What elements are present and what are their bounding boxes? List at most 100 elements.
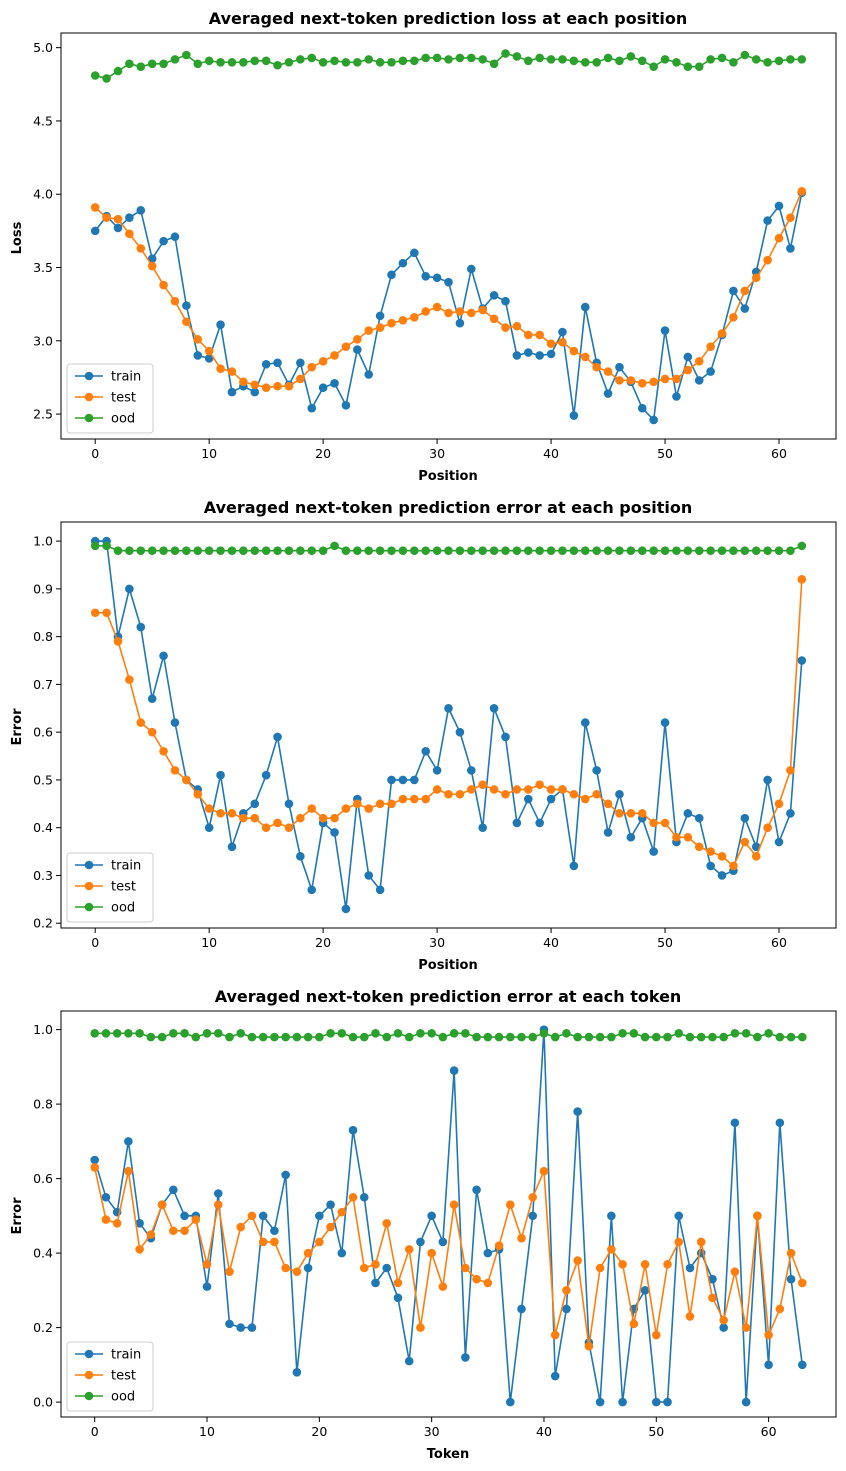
data-point-train <box>125 213 134 222</box>
data-point-ood <box>523 56 533 66</box>
y-tick-label: 0.4 <box>33 820 53 835</box>
data-point-test <box>546 785 556 794</box>
data-point-ood <box>694 62 704 72</box>
data-point-ood <box>296 55 305 64</box>
data-point-train <box>535 351 544 360</box>
data-point-test <box>580 794 590 804</box>
data-point-ood <box>603 546 613 555</box>
data-point-test <box>607 1245 616 1254</box>
data-point-ood <box>202 1029 212 1038</box>
data-point-ood <box>660 55 670 64</box>
data-point-test <box>193 789 203 799</box>
data-point-ood <box>740 546 750 555</box>
data-point-test <box>729 313 738 322</box>
data-point-ood <box>416 1029 425 1038</box>
data-point-train <box>764 1360 773 1370</box>
data-point-train <box>147 694 157 704</box>
data-point-test <box>375 799 385 809</box>
data-point-test <box>292 1267 302 1277</box>
data-point-ood <box>170 546 180 555</box>
data-point-train <box>546 794 556 804</box>
data-point-ood <box>615 546 624 555</box>
data-point-test <box>528 1192 538 1202</box>
data-point-ood <box>135 1029 144 1038</box>
data-point-test <box>751 852 761 861</box>
x-tick-label: 60 <box>771 446 787 461</box>
data-point-test <box>501 323 510 332</box>
data-point-train <box>763 775 772 785</box>
data-point-train <box>398 775 408 785</box>
data-point-ood <box>239 58 248 67</box>
data-point-test <box>763 255 772 265</box>
data-point-test <box>182 775 191 785</box>
data-point-train <box>125 584 134 594</box>
data-point-ood <box>651 1032 661 1042</box>
data-point-train <box>136 622 146 632</box>
data-point-train <box>353 345 362 354</box>
data-point-test <box>753 1211 762 1221</box>
series-line-test <box>94 190 803 389</box>
series-test <box>90 1163 807 1351</box>
data-point-test <box>318 813 328 823</box>
data-point-train <box>337 1248 347 1258</box>
data-point-train <box>432 273 442 283</box>
data-point-test <box>592 362 601 372</box>
data-point-ood <box>786 546 795 555</box>
data-point-train <box>489 703 499 713</box>
data-point-ood <box>751 55 761 64</box>
data-point-train <box>261 359 271 369</box>
data-point-test <box>375 323 385 332</box>
data-point-test <box>449 1200 459 1209</box>
x-tick-label: 20 <box>315 446 331 461</box>
data-point-ood <box>729 58 738 67</box>
data-point-test <box>125 675 134 684</box>
data-point-test <box>774 799 784 809</box>
data-point-ood <box>170 55 180 64</box>
data-point-test <box>170 296 180 306</box>
data-point-train <box>580 718 590 727</box>
data-point-test <box>489 314 499 324</box>
data-point-test <box>660 374 670 384</box>
series-line-train <box>95 540 803 910</box>
x-tick-label: 40 <box>536 1424 552 1439</box>
data-point-test <box>569 789 579 799</box>
data-point-test <box>775 1304 785 1314</box>
data-point-ood <box>136 62 146 72</box>
data-point-ood <box>580 546 590 555</box>
data-point-ood <box>216 546 225 555</box>
data-point-ood <box>112 1029 122 1038</box>
data-point-ood <box>169 1029 178 1038</box>
data-point-test <box>573 1256 582 1265</box>
data-point-ood <box>494 1032 504 1042</box>
data-point-ood <box>512 546 522 555</box>
data-point-train <box>672 392 681 401</box>
x-tick-label: 30 <box>429 935 445 950</box>
data-point-test <box>764 1330 773 1340</box>
data-point-train <box>719 1323 728 1332</box>
data-point-test <box>717 329 727 338</box>
series-ood <box>90 1029 807 1042</box>
data-point-test <box>580 352 590 362</box>
data-point-train <box>270 1226 279 1236</box>
data-point-train <box>101 1192 111 1202</box>
data-point-ood <box>341 58 351 67</box>
data-point-ood <box>449 1029 459 1038</box>
data-point-test <box>786 766 795 775</box>
data-point-train <box>517 1304 526 1314</box>
plot-frame <box>60 1010 837 1418</box>
data-point-train <box>427 1211 436 1221</box>
data-point-ood <box>273 546 282 555</box>
data-point-ood <box>615 56 624 66</box>
data-point-test <box>637 379 647 388</box>
data-point-ood <box>550 1032 560 1042</box>
data-point-ood <box>696 1032 706 1042</box>
data-point-ood <box>774 546 784 555</box>
data-point-test <box>135 1245 144 1254</box>
data-point-train <box>449 1066 459 1075</box>
data-point-test <box>404 1245 414 1254</box>
data-point-train <box>550 1371 560 1381</box>
data-point-test <box>740 837 750 847</box>
data-point-ood <box>318 58 328 67</box>
data-point-ood <box>341 546 351 555</box>
data-point-train <box>135 1219 144 1228</box>
